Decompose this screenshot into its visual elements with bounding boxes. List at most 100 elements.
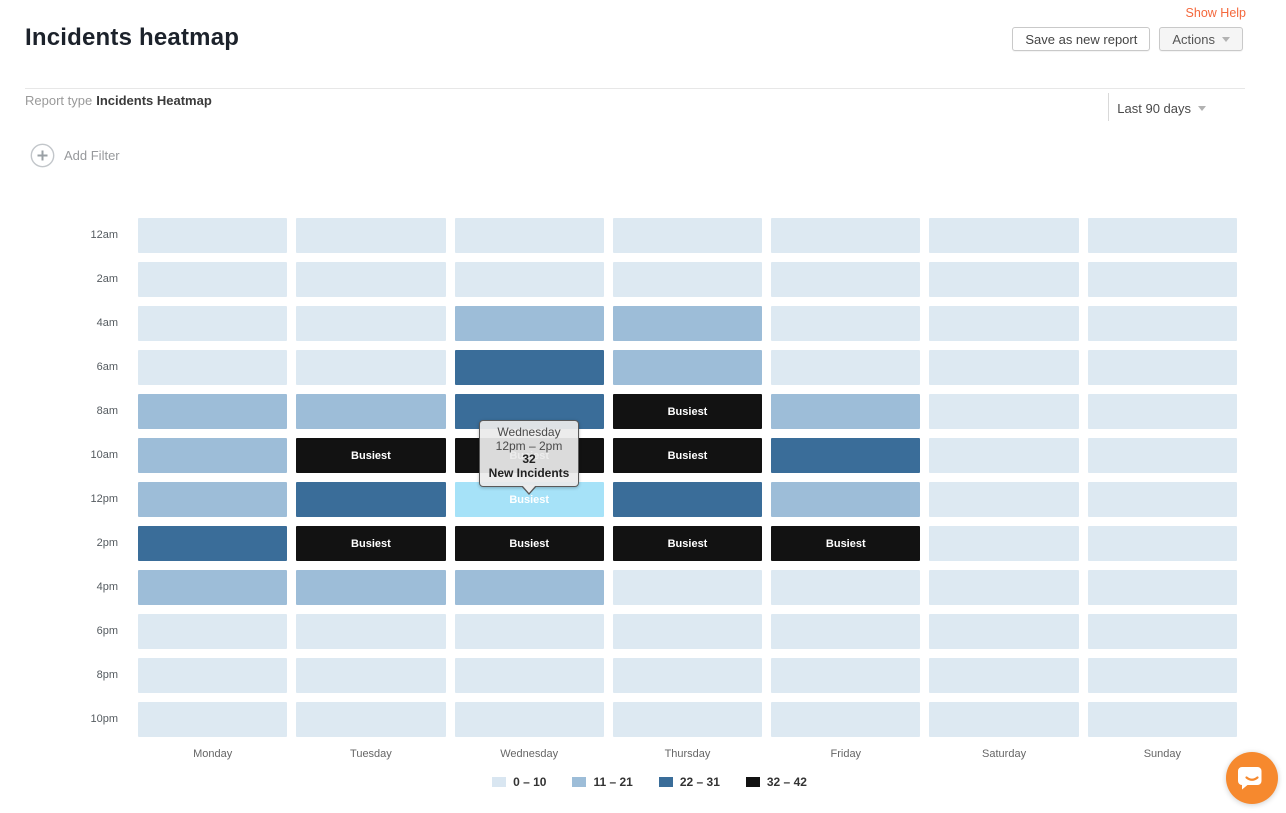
heatmap-cell[interactable] (454, 702, 604, 737)
heatmap-cell[interactable] (138, 262, 288, 297)
heatmap-cell[interactable] (138, 438, 288, 473)
heatmap-cell[interactable] (771, 658, 921, 693)
heatmap-cell[interactable] (929, 570, 1079, 605)
heatmap-cell[interactable] (138, 658, 288, 693)
heatmap-cell[interactable] (1087, 306, 1237, 341)
legend-spacer (0, 775, 138, 789)
heatmap-cell[interactable] (296, 306, 446, 341)
heatmap-cell[interactable] (138, 482, 288, 517)
heatmap-cell[interactable] (612, 570, 763, 605)
heatmap-cell[interactable] (454, 262, 604, 297)
tooltip-time-range: 12pm – 2pm (495, 438, 563, 453)
heatmap-cell[interactable] (296, 394, 446, 429)
heatmap-cell[interactable]: Busiest (612, 394, 763, 429)
heatmap-cell[interactable] (138, 218, 288, 253)
heatmap-cell[interactable] (1087, 482, 1237, 517)
heatmap-cell[interactable]: Busiest (771, 526, 921, 561)
heatmap-cell[interactable] (929, 526, 1079, 561)
heatmap-cell[interactable] (612, 350, 763, 385)
heatmap-cell[interactable] (1087, 350, 1237, 385)
heatmap-cell[interactable] (1087, 218, 1237, 253)
actions-button[interactable]: Actions (1159, 27, 1243, 51)
chat-launcher-button[interactable] (1226, 752, 1278, 804)
heatmap-cell[interactable] (296, 614, 446, 649)
heatmap-cell[interactable] (771, 570, 921, 605)
heatmap-cell[interactable] (296, 482, 446, 517)
heatmap-row-cells: Busiest (138, 394, 1237, 429)
heatmap-cell[interactable] (612, 218, 763, 253)
heatmap-cell[interactable]: Busiest (454, 526, 604, 561)
heatmap-cell[interactable] (771, 218, 921, 253)
heatmap-cell[interactable] (1087, 702, 1237, 737)
heatmap-cell[interactable] (138, 394, 288, 429)
heatmap-cell[interactable] (929, 350, 1079, 385)
heatmap-cell[interactable] (296, 702, 446, 737)
heatmap-cell[interactable]: Busiest (296, 526, 446, 561)
heatmap-cell[interactable] (929, 262, 1079, 297)
time-axis-label: 10am (90, 449, 118, 461)
heatmap-cell[interactable] (929, 614, 1079, 649)
heatmap-cell[interactable] (454, 350, 604, 385)
heatmap-cell[interactable] (454, 570, 604, 605)
heatmap-cell[interactable] (771, 614, 921, 649)
heatmap-cell[interactable] (771, 438, 921, 473)
time-axis-label: 12am (90, 229, 118, 241)
heatmap-cell[interactable] (929, 702, 1079, 737)
show-help-link[interactable]: Show Help (1185, 6, 1246, 20)
heatmap-cell[interactable] (138, 570, 288, 605)
heatmap-cell[interactable] (771, 702, 921, 737)
legend-swatch (492, 777, 507, 787)
heatmap-row: 6pm (0, 614, 1286, 649)
heatmap-cell[interactable] (138, 306, 288, 341)
heatmap-cell[interactable] (138, 702, 288, 737)
heatmap-cell[interactable] (929, 658, 1079, 693)
heatmap-cell[interactable] (929, 438, 1079, 473)
heatmap-cell[interactable] (296, 658, 446, 693)
heatmap-cell[interactable] (771, 306, 921, 341)
heatmap-cell[interactable] (612, 306, 763, 341)
heatmap-cell[interactable]: Busiest (612, 526, 763, 561)
heatmap-cell[interactable] (138, 350, 288, 385)
time-axis-label: 2pm (96, 537, 118, 549)
heatmap-cell[interactable]: Busiest (612, 438, 763, 473)
day-axis-label: Monday (193, 748, 233, 760)
heatmap-cell[interactable] (138, 614, 288, 649)
heatmap-cell[interactable] (1087, 262, 1237, 297)
heatmap-cell[interactable] (454, 614, 604, 649)
heatmap-cell[interactable] (296, 262, 446, 297)
heatmap-cell[interactable] (454, 658, 604, 693)
legend-label: 11 – 21 (593, 775, 633, 789)
heatmap-cell[interactable] (771, 482, 921, 517)
heatmap-cell[interactable] (1087, 438, 1237, 473)
heatmap-cell[interactable] (1087, 614, 1237, 649)
heatmap-cell[interactable] (612, 702, 763, 737)
legend-swatch (745, 777, 760, 787)
heatmap-cell[interactable] (929, 218, 1079, 253)
heatmap-cell[interactable] (454, 306, 604, 341)
heatmap-cell[interactable] (1087, 526, 1237, 561)
heatmap-cell[interactable]: Busiest (296, 438, 446, 473)
heatmap-cell[interactable] (771, 350, 921, 385)
header-actions: Save as new report Actions (1012, 27, 1243, 51)
heatmap-cell[interactable] (296, 218, 446, 253)
heatmap-cell[interactable] (1087, 570, 1237, 605)
heatmap-cell[interactable] (612, 482, 763, 517)
heatmap-cell[interactable] (296, 350, 446, 385)
date-range-dropdown[interactable]: Last 90 days (1117, 101, 1206, 116)
heatmap-cell[interactable] (454, 218, 604, 253)
heatmap-cell[interactable] (1087, 394, 1237, 429)
heatmap-cell[interactable] (929, 306, 1079, 341)
heatmap-cell[interactable] (929, 482, 1079, 517)
heatmap-cell[interactable] (612, 658, 763, 693)
heatmap-cell[interactable] (771, 394, 921, 429)
add-filter-button[interactable]: Add Filter (30, 143, 120, 168)
heatmap-cell[interactable] (771, 262, 921, 297)
heatmap-cell[interactable] (138, 526, 288, 561)
heatmap-cell[interactable] (1087, 658, 1237, 693)
heatmap-cell[interactable] (296, 570, 446, 605)
save-as-new-report-button[interactable]: Save as new report (1012, 27, 1151, 51)
heatmap-cell[interactable] (612, 614, 763, 649)
heatmap-cell[interactable] (929, 394, 1079, 429)
heatmap-cell[interactable] (612, 262, 763, 297)
day-axis: Monday Tuesday Wednesday Thursday Friday Satu… (0, 748, 1286, 760)
